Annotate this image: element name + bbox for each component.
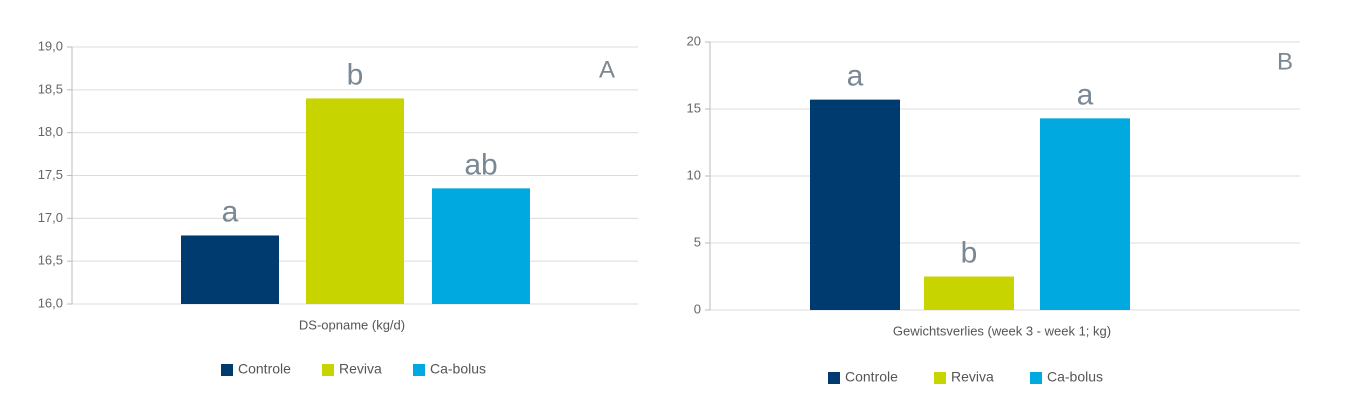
bar [924, 276, 1014, 310]
y-tick-label: 17,5 [38, 167, 63, 182]
y-tick-label: 19,0 [38, 38, 63, 53]
legend-swatch [934, 372, 946, 384]
significance-letter: b [961, 236, 978, 269]
bar [432, 188, 530, 304]
legend-label: Reviva [951, 369, 994, 385]
legend-label: Controle [238, 361, 291, 377]
y-tick-label: 15 [687, 100, 701, 115]
legend-label: Ca-bolus [430, 361, 486, 377]
legend-label: Ca-bolus [1047, 369, 1103, 385]
legend-swatch [322, 364, 334, 376]
legend-swatch [828, 372, 840, 384]
legend-label: Reviva [339, 361, 382, 377]
y-tick-label: 18,0 [38, 124, 63, 139]
significance-letter: a [222, 195, 239, 228]
y-tick-label: 16,0 [38, 295, 63, 310]
significance-letter: ab [464, 148, 497, 181]
significance-letter: a [1077, 78, 1094, 111]
y-tick-label: 0 [694, 301, 701, 316]
bar [306, 98, 404, 305]
x-axis-label: DS-opname (kg/d) [299, 317, 405, 332]
bar [1040, 118, 1130, 310]
y-tick-label: 5 [694, 234, 701, 249]
legend-swatch [221, 364, 233, 376]
y-tick-label: 10 [687, 167, 701, 182]
bar [810, 99, 900, 311]
significance-letter: a [847, 60, 864, 93]
y-tick-label: 18,5 [38, 81, 63, 96]
x-axis-label: Gewichtsverlies (week 3 - week 1; kg) [893, 323, 1111, 338]
legend-label: Controle [845, 369, 898, 385]
y-tick-label: 20 [687, 33, 701, 48]
legend-swatch [1030, 372, 1042, 384]
y-tick-label: 16,5 [38, 253, 63, 268]
y-tick-label: 17,0 [38, 210, 63, 225]
bar [181, 235, 279, 304]
legend-swatch [413, 364, 425, 376]
panel-label: A [599, 56, 615, 83]
significance-letter: b [347, 58, 364, 91]
panel-label: B [1277, 48, 1293, 75]
